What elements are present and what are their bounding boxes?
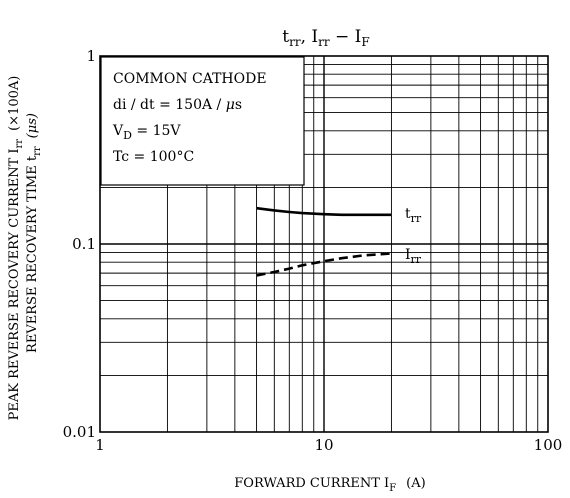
x-tick-label: 1 [95,436,105,454]
chart-title: trr, Irr − IF [282,27,369,49]
title-sep-1: , [301,27,312,47]
condition-vd: VD = 15V [112,123,181,142]
series-label-irr-main: I [405,247,411,263]
condition-3-suffix: = 15V [132,123,181,139]
condition-3-sub: D [123,129,132,142]
x-tick-label: 100 [534,436,563,454]
series-label-irr: Irr [405,247,422,266]
condition-tc: Tc = 100°C [113,149,194,165]
conditions-box-bg [100,56,305,186]
series-irr-line [256,252,392,277]
grid [99,55,549,433]
y-axis-label-2-text: REVERSE RECOVERY TIME t [25,155,40,353]
condition-2-suffix: s [235,97,242,113]
title-part-2: I [311,27,318,47]
y-axis-label-1-sub: rr [14,139,25,149]
title-part-3: I [355,27,362,47]
x-axis-label-text: FORWARD CURRENT I [234,476,389,491]
y-axis-label-1-group: PEAK REVERSE RECOVERY CURRENT Irr (×100A) [7,76,25,421]
condition-2-mu: μ [226,97,235,113]
y-axis-label-1: PEAK REVERSE RECOVERY CURRENT Irr (×100A) [7,76,25,421]
y-axis-label-1-text: PEAK REVERSE RECOVERY CURRENT I [7,148,22,420]
title-sep-2: − [330,27,355,47]
condition-2-text: di / dt = 150A / [113,97,226,113]
y-tick-label: 0.01 [63,423,96,441]
y-axis-label-2-sub: rr [32,146,43,156]
plot-frame [99,55,549,433]
x-axis-label: FORWARD CURRENT IF (A) [234,476,425,494]
y-axis-label-2-unit: (μs) [25,113,40,138]
x-axis-label-unit: (A) [406,476,426,491]
condition-common-cathode: COMMON CATHODE [113,71,267,87]
condition-3-text: V [112,123,124,139]
y-axis-label-1-unit: (×100A) [7,76,22,131]
condition-4-text: Tc = 100°C [113,149,194,165]
series-label-trr-main: t [405,206,411,222]
conditions-box: COMMON CATHODE di / dt = 150A / μs VD = … [100,56,305,186]
series-label-trr: trr [405,206,422,225]
tick-labels: 1 10 100 0.01 0.1 1 [63,47,563,454]
y-tick-label: 0.1 [72,235,96,253]
title-part-1: t [282,27,289,47]
title-part-1-sub: rr [289,35,301,49]
title-part-3-sub: F [361,35,369,49]
x-axis-label-sub: F [389,483,396,494]
y-tick-label: 1 [86,47,96,65]
x-tick-label: 10 [314,436,333,454]
title-part-2-sub: rr [318,35,330,49]
series-label-trr-sub: rr [411,212,422,225]
y-axis-label-2: REVERSE RECOVERY TIME trr (μs) [25,113,43,353]
condition-1-text: COMMON CATHODE [113,71,267,87]
condition-di-dt: di / dt = 150A / μs [113,97,242,113]
y-axis-label-2-group: REVERSE RECOVERY TIME trr (μs) [25,113,43,353]
series-label-irr-sub: rr [411,253,422,266]
series-trr-line [256,206,392,217]
